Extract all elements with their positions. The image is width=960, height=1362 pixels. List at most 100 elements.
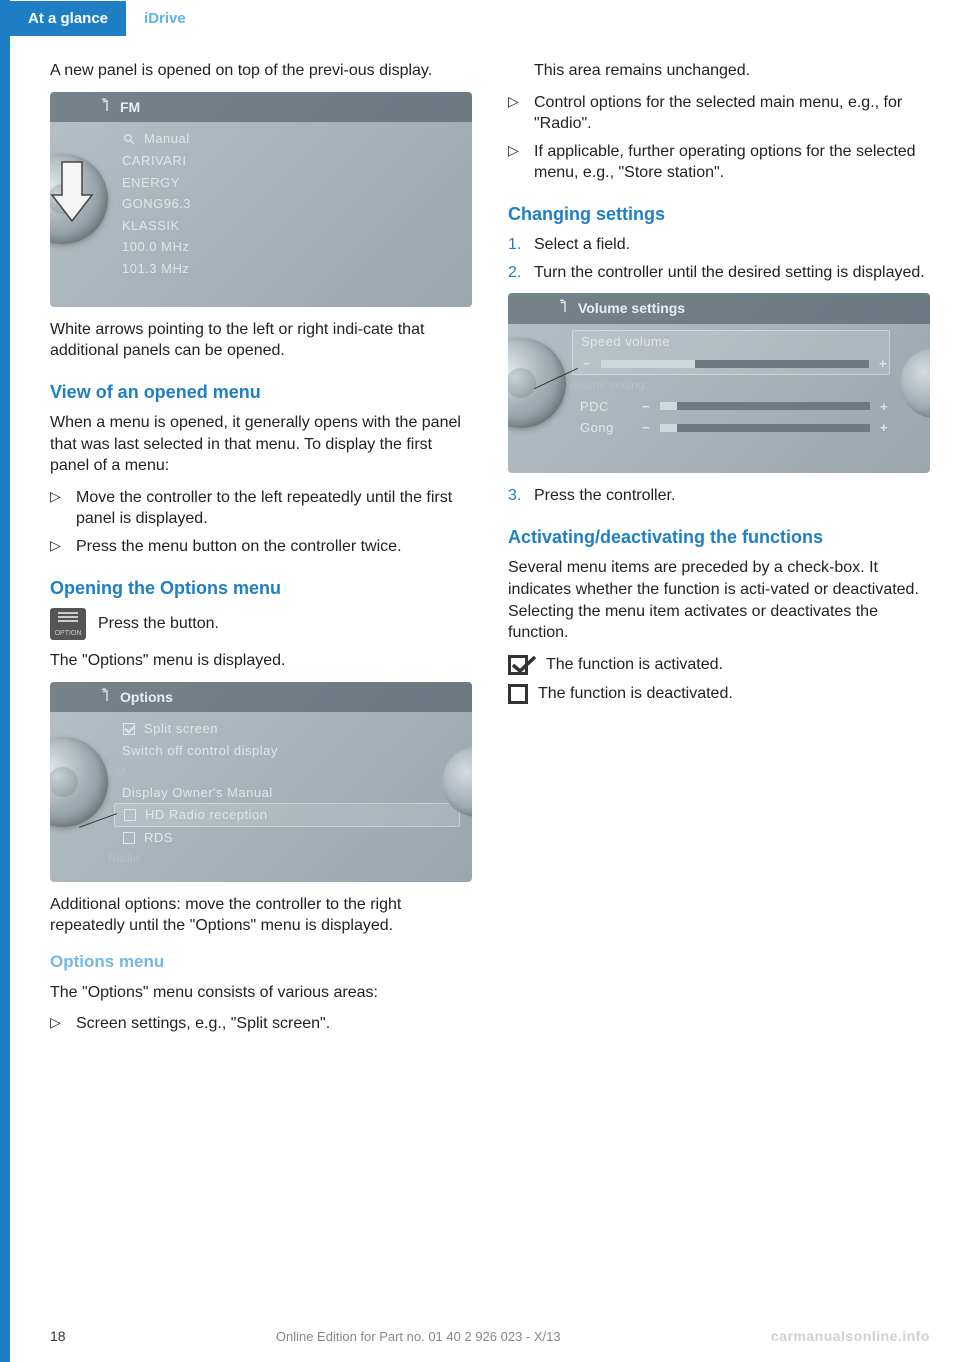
list-item-label: Display Owner's Manual bbox=[122, 784, 273, 802]
fm-panel-header: FM bbox=[50, 92, 472, 123]
list-item-label: CARIVARI bbox=[122, 152, 186, 170]
slider-label: PDC bbox=[580, 398, 632, 416]
slider-row-highlighted: Speed volume − + bbox=[572, 330, 890, 375]
heading-view-opened-menu: View of an opened menu bbox=[50, 380, 472, 404]
intro-paragraph-1: A new panel is opened on top of the prev… bbox=[50, 60, 472, 82]
slider-fill bbox=[660, 402, 677, 410]
list-item: Manual bbox=[122, 128, 460, 150]
view-paragraph: When a menu is opened, it generally open… bbox=[50, 412, 472, 477]
checkbox-icon bbox=[122, 831, 136, 845]
top-right-paragraph: This area remains unchanged. bbox=[508, 60, 930, 82]
triangle-bullet-icon: ▷ bbox=[50, 487, 76, 530]
slider-control: − + bbox=[581, 355, 889, 373]
plus-icon: + bbox=[878, 398, 890, 416]
watermark: carmanualsonline.info bbox=[771, 1328, 930, 1344]
bullet-text: If applicable, further operating options… bbox=[534, 141, 930, 184]
group-label: Radio bbox=[108, 848, 460, 868]
slider-fill bbox=[601, 360, 695, 368]
page-content: A new panel is opened on top of the prev… bbox=[50, 60, 930, 1302]
bullet-text: Move the controller to the left repeated… bbox=[76, 487, 472, 530]
bullet-item: ▷ Move the controller to the left repeat… bbox=[50, 487, 472, 530]
list-item: KLASSIK bbox=[122, 215, 460, 237]
options-displayed-text: The "Options" menu is displayed. bbox=[50, 650, 472, 672]
changing-settings-steps: 1. Select a field. 2. Turn the controlle… bbox=[508, 234, 930, 283]
step-number: 2. bbox=[508, 262, 534, 284]
options-panel-screenshot: Options Split screen Switch off control … bbox=[50, 682, 472, 882]
triangle-bullet-icon: ▷ bbox=[50, 1013, 76, 1035]
left-blue-bar bbox=[0, 0, 10, 1362]
bullet-item: ▷ Press the menu button on the controlle… bbox=[50, 536, 472, 558]
list-item-label: HD Radio reception bbox=[145, 806, 267, 824]
step-text: Press the controller. bbox=[534, 485, 930, 507]
list-item-label: RDS bbox=[144, 829, 173, 847]
header-tab: At a glance bbox=[10, 1, 126, 36]
group-label: FM bbox=[108, 762, 460, 782]
list-item: ENERGY bbox=[122, 172, 460, 194]
checkbox-checked-icon bbox=[508, 655, 536, 675]
minus-icon: − bbox=[640, 398, 652, 416]
list-item-label: KLASSIK bbox=[122, 217, 180, 235]
list-item: RDS bbox=[122, 827, 460, 849]
options-list: Split screen Switch off control display … bbox=[50, 712, 472, 874]
options-menu-paragraph: The "Options" menu consists of various a… bbox=[50, 982, 472, 1004]
step-item: 2. Turn the controller until the desired… bbox=[508, 262, 930, 284]
page-number: 18 bbox=[50, 1328, 66, 1344]
list-item: 100.0 MHz bbox=[122, 236, 460, 258]
symbol-text: The function is deactivated. bbox=[538, 683, 733, 705]
header: At a glance iDrive bbox=[10, 0, 960, 36]
options-panel-header: Options bbox=[50, 682, 472, 713]
heading-activating: Activating/deactivating the functions bbox=[508, 525, 930, 549]
antenna-icon bbox=[100, 98, 114, 117]
checkbox-checked-icon bbox=[122, 722, 136, 736]
step-item: 1. Select a field. bbox=[508, 234, 930, 256]
list-item-label: ENERGY bbox=[122, 174, 180, 192]
bullet-text: Screen settings, e.g., "Split screen". bbox=[76, 1013, 472, 1035]
slider-control: − + bbox=[640, 398, 890, 416]
minus-icon: − bbox=[581, 355, 593, 373]
press-button-text: Press the button. bbox=[98, 613, 219, 635]
checkbox-empty-icon bbox=[508, 684, 528, 704]
volume-panel-header: Volume settings bbox=[508, 293, 930, 324]
list-item-label: GONG96.3 bbox=[122, 195, 191, 213]
fm-panel-title: FM bbox=[120, 98, 140, 117]
bullet-item: ▷ Control options for the selected main … bbox=[508, 92, 930, 135]
group-label: Volume setting: bbox=[566, 375, 890, 395]
bullet-text: Control options for the selected main me… bbox=[534, 92, 930, 135]
step-item: 3. Press the controller. bbox=[508, 485, 930, 507]
list-item: Switch off control display bbox=[122, 740, 460, 762]
bullet-item: ▷ Screen settings, e.g., "Split screen". bbox=[50, 1013, 472, 1035]
additional-options-text: Additional options: move the controller … bbox=[50, 894, 472, 937]
view-bullet-list: ▷ Move the controller to the left repeat… bbox=[50, 487, 472, 558]
option-button-icon: OPTION bbox=[50, 608, 86, 640]
list-item: 101.3 MHz bbox=[122, 258, 460, 280]
symbol-text: The function is activated. bbox=[546, 654, 723, 676]
antenna-icon bbox=[558, 299, 572, 318]
bullet-text: Press the menu button on the controller … bbox=[76, 536, 472, 558]
volume-list: Speed volume − + Volume setting: PDC − + bbox=[508, 324, 930, 444]
intro-paragraph-2: White arrows pointing to the left or rig… bbox=[50, 319, 472, 362]
activating-paragraph: Several menu items are preceded by a che… bbox=[508, 557, 930, 643]
antenna-icon bbox=[100, 688, 114, 707]
heading-changing-settings: Changing settings bbox=[508, 202, 930, 226]
left-column: A new panel is opened on top of the prev… bbox=[50, 60, 472, 1302]
checkbox-icon bbox=[123, 808, 137, 822]
bullet-item: ▷ If applicable, further operating optio… bbox=[508, 141, 930, 184]
list-item: CARIVARI bbox=[122, 150, 460, 172]
right-column: This area remains unchanged. ▷ Control o… bbox=[508, 60, 930, 1302]
plus-icon: + bbox=[878, 419, 890, 437]
list-item-label: Split screen bbox=[144, 720, 218, 738]
triangle-bullet-icon: ▷ bbox=[50, 536, 76, 558]
changing-settings-step3: 3. Press the controller. bbox=[508, 485, 930, 507]
top-right-bullets: ▷ Control options for the selected main … bbox=[508, 92, 930, 184]
list-item-label: 100.0 MHz bbox=[122, 238, 189, 256]
list-item: Split screen bbox=[122, 718, 460, 740]
heading-options-menu: Options menu bbox=[50, 951, 472, 974]
footer-edition-text: Online Edition for Part no. 01 40 2 926 … bbox=[276, 1329, 561, 1344]
triangle-bullet-icon: ▷ bbox=[508, 92, 534, 135]
volume-panel-title: Volume settings bbox=[578, 299, 685, 318]
minus-icon: − bbox=[640, 419, 652, 437]
slider-row: Gong − + bbox=[580, 417, 890, 439]
list-item: Display Owner's Manual bbox=[122, 782, 460, 804]
triangle-bullet-icon: ▷ bbox=[508, 141, 534, 184]
slider-fill bbox=[660, 424, 677, 432]
